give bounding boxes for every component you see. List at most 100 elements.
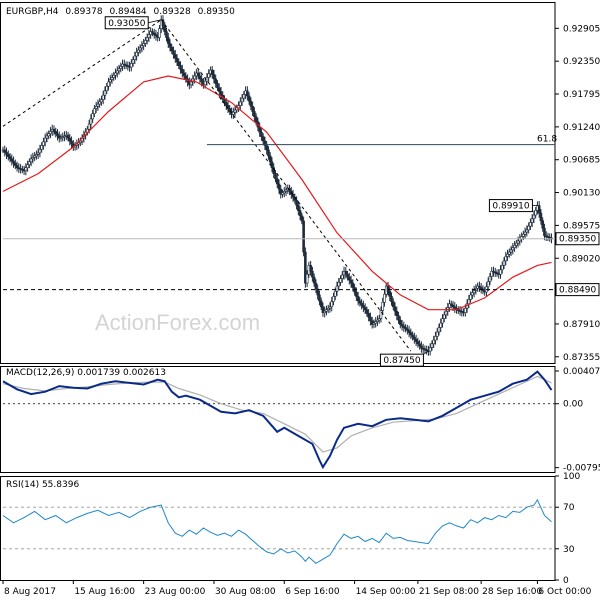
candle-body [339,278,342,283]
candle-body [10,158,14,162]
candle-body [108,79,112,83]
candle-body [163,25,167,32]
rsi-y-tick-label: 30 [563,545,575,555]
candle-body [325,309,328,312]
candle-body [439,322,443,328]
candle-body [268,155,272,163]
candle-body [263,140,267,146]
candle-body [543,227,546,237]
candle-body [87,123,91,130]
candle-body [516,240,520,244]
candle-body [318,294,321,302]
candle-body [154,34,158,37]
candle-body [488,276,492,282]
candle-body [182,72,186,77]
candle-body [430,343,434,348]
candle-body [437,327,441,333]
candle-body [200,78,203,83]
candle-body [335,285,339,292]
candle-body [260,131,263,137]
candle-body [479,287,483,290]
candle-body [513,245,516,248]
candle-body [532,214,536,220]
rsi-panel: 100 70 30 0 [2,472,580,586]
candle-body [253,111,256,117]
candle-body [161,19,165,26]
price-y-tick-label: 0.87355 [563,353,600,363]
candle-body [302,220,305,253]
rsi-header: RSI(14) 55.8396 [6,480,79,490]
candle-body [539,212,543,221]
candle-body [340,274,344,279]
candle-body [258,126,261,133]
price-box-leader [423,350,429,355]
rsi-frame [0,476,556,581]
candle-body [152,32,156,35]
candle-body [344,270,348,275]
candle-body [270,161,274,169]
candle-body [409,332,413,336]
candle-body [193,75,196,80]
candle-body [184,75,188,80]
price-y-tick-label: 0.89020 [563,254,600,264]
candle-body [112,74,116,78]
candle-body [173,54,177,59]
candle-body [115,70,119,74]
candle-body [298,210,302,217]
candle-body [29,158,33,163]
candle-body [89,118,93,125]
candle-body [323,310,327,313]
candle-body [49,131,52,134]
candle-body [413,336,416,340]
rsi-y-tick-label: 70 [563,503,575,513]
candle-body [101,94,105,100]
x-tick-label: 14 Sep 00:00 [356,587,416,597]
candle-body [404,327,407,330]
candle-body [367,313,370,318]
price-header: EURGBP,H4 0.89378 0.89484 0.89328 0.8935… [6,7,235,17]
candle-body [402,325,406,328]
candle-body [251,106,254,112]
price-box [488,199,533,213]
candle-body [247,95,251,102]
candle-body [381,302,385,311]
candle-body [316,288,319,296]
price-box [104,16,149,30]
candle-body [70,140,73,145]
candle-body [360,302,363,306]
candle-body [284,189,288,192]
candle-body [119,66,123,69]
candle-body [181,69,184,74]
candle-body [217,87,221,92]
candle-body [277,183,281,190]
candle-body [311,270,314,278]
candle-body [428,347,432,352]
candle-body [356,296,360,302]
x-tick-label: 6 Oct 00:00 [538,587,591,597]
candle-body [297,205,300,211]
candle-body [91,113,94,120]
candle-body [527,225,530,231]
candle-body [203,80,207,86]
candle-body [472,290,476,294]
price-y-tick-label: 0.92905 [563,24,600,34]
candle-body [523,231,527,235]
candle-body [529,222,532,227]
candle-body [400,324,404,327]
candle-body [478,285,481,288]
candle-body [142,43,145,46]
candle-body [420,345,423,349]
candle-body [267,149,270,157]
candle-body [94,106,98,109]
candle-body [145,37,149,41]
candle-body [395,310,399,316]
candle-body [275,178,279,185]
candle-body [372,322,376,325]
candle-body [435,331,439,337]
candle-body [66,134,70,139]
candle-body [441,318,444,324]
candle-body [26,164,29,169]
candle-body [453,306,457,309]
candle-body [233,109,237,113]
candle-body [374,321,377,324]
